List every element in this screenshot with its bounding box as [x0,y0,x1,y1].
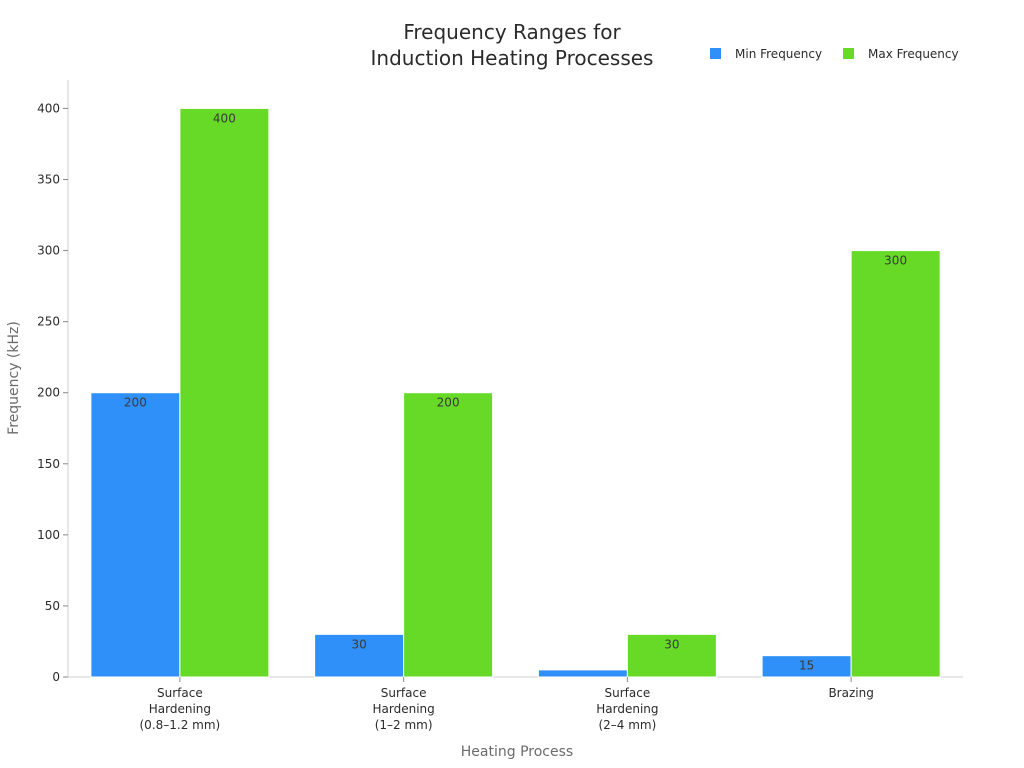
bar-max-frequency [179,107,270,678]
x-tick-label: (0.8–1.2 mm) [140,718,221,732]
bar-data-label: 200 [437,396,460,410]
x-tick-label: (2–4 mm) [598,718,656,732]
bar-data-label: 200 [124,396,147,410]
y-tick-label: 350 [37,173,60,187]
bar-data-label: 300 [884,254,907,268]
y-tick-label: 250 [37,315,60,329]
x-tick-label: Hardening [596,702,658,716]
bar-data-label: 15 [799,659,814,673]
bar-data-label: 400 [213,111,236,125]
y-tick-label: 50 [45,599,60,613]
x-tick-label: Surface [157,686,203,700]
x-tick-label: Hardening [372,702,434,716]
y-tick-label: 300 [37,244,60,258]
y-tick-label: 0 [52,670,60,684]
y-tick-label: 200 [37,386,60,400]
x-axis-title: Heating Process [461,744,573,760]
x-tick-label: Surface [605,686,651,700]
bar-max-frequency [403,392,494,678]
chart-title-line: Frequency Ranges for [403,20,621,44]
y-axis-title: Frequency (kHz) [6,321,22,435]
bar-min-frequency [90,392,181,678]
legend-label: Max Frequency [868,47,959,61]
legend-swatch [710,48,721,59]
bar-min-frequency [314,633,405,678]
x-tick-label: Surface [381,686,427,700]
bar-max-frequency [850,250,941,678]
y-tick-label: 400 [37,101,60,115]
bar-data-label: 30 [351,637,366,651]
bar-data-label: 30 [664,637,679,651]
y-tick-label: 150 [37,457,60,471]
x-tick-label: (1–2 mm) [375,718,433,732]
bar-max-frequency [626,633,717,678]
x-tick-label: Hardening [149,702,211,716]
y-tick-label: 100 [37,528,60,542]
x-tick-label: Brazing [828,686,873,700]
legend-label: Min Frequency [735,47,822,61]
bar-min-frequency [537,669,628,678]
legend-swatch [843,48,854,59]
chart-title-line: Induction Heating Processes [371,46,654,70]
